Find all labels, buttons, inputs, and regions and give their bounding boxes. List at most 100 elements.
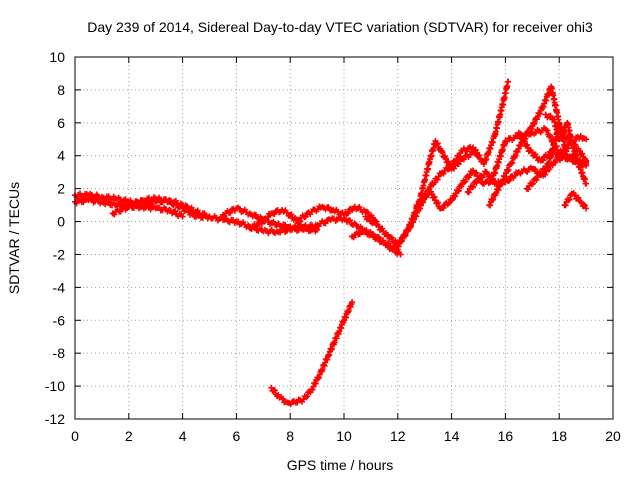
data-point <box>404 228 411 235</box>
data-point <box>440 170 447 177</box>
series-arc-3 <box>109 194 213 222</box>
y-tick-label: -6 <box>53 312 66 328</box>
data-point <box>397 251 404 258</box>
data-point <box>521 138 528 145</box>
data-point <box>395 243 402 250</box>
y-tick-label: -8 <box>53 345 66 361</box>
data-point <box>428 190 435 197</box>
data-point <box>379 225 386 232</box>
data-point <box>172 208 179 215</box>
data-point <box>364 209 371 216</box>
y-tick-label: 8 <box>57 82 65 98</box>
data-point <box>391 245 398 252</box>
data-point <box>460 156 467 163</box>
data-point <box>439 149 446 156</box>
x-tick-label: 18 <box>551 428 567 444</box>
data-point <box>402 231 409 238</box>
data-point <box>529 149 536 156</box>
x-tick-label: 20 <box>605 428 621 444</box>
series-arc-9 <box>394 137 482 250</box>
data-point <box>388 234 395 241</box>
data-point <box>325 204 332 211</box>
data-point <box>283 209 290 216</box>
data-point <box>431 179 438 186</box>
data-point <box>438 148 445 155</box>
y-tick-label: -10 <box>45 378 65 394</box>
data-point <box>532 151 539 158</box>
data-point <box>254 222 261 229</box>
data-point <box>375 223 382 230</box>
data-point <box>473 169 480 176</box>
y-tick-label: -2 <box>53 246 66 262</box>
data-point <box>235 218 242 225</box>
data-point <box>465 189 472 196</box>
data-point <box>398 238 405 245</box>
data-point <box>475 152 482 159</box>
data-point <box>236 205 243 212</box>
y-tick-label: 4 <box>57 148 65 164</box>
data-point <box>566 196 573 203</box>
data-point <box>467 151 474 158</box>
data-point <box>534 174 541 181</box>
x-tick-label: 6 <box>233 428 241 444</box>
data-point <box>279 395 286 402</box>
data-point <box>461 179 468 186</box>
x-tick-label: 0 <box>71 428 79 444</box>
x-axis-label: GPS time / hours <box>287 457 394 473</box>
data-point <box>309 386 316 393</box>
data-point <box>583 136 590 143</box>
data-point <box>544 127 551 134</box>
data-point <box>450 165 457 172</box>
data-point <box>571 192 578 199</box>
data-point <box>505 78 512 85</box>
x-tick-label: 14 <box>444 428 460 444</box>
data-point <box>452 193 459 200</box>
data-point <box>579 150 586 157</box>
data-point <box>435 199 442 206</box>
x-tick-label: 4 <box>179 428 187 444</box>
data-point <box>532 166 539 173</box>
series-arc-12 <box>486 83 590 209</box>
data-point <box>302 213 309 220</box>
data-point <box>314 226 321 233</box>
data-point <box>271 387 278 394</box>
data-point <box>356 231 363 238</box>
data-point <box>525 186 532 193</box>
data-point <box>312 380 319 387</box>
data-point <box>294 399 301 406</box>
data-point <box>424 192 431 199</box>
data-point <box>431 193 438 200</box>
y-tick-label: -4 <box>53 279 66 295</box>
data-point <box>547 133 554 140</box>
data-point <box>322 220 329 227</box>
data-point <box>525 130 532 137</box>
data-point <box>414 202 421 209</box>
series-arc-7 <box>349 227 404 258</box>
data-point <box>366 215 373 222</box>
data-point <box>252 211 259 218</box>
data-point <box>105 199 112 206</box>
data-point <box>575 194 582 201</box>
data-points <box>72 78 590 408</box>
data-point <box>504 138 511 145</box>
data-point <box>524 141 531 148</box>
chart-title: Day 239 of 2014, Sidereal Day-to-day VTE… <box>87 19 593 35</box>
data-point <box>136 200 143 207</box>
data-point <box>440 204 447 211</box>
x-tick-label: 2 <box>125 428 133 444</box>
data-point <box>518 132 525 139</box>
data-point <box>445 158 452 165</box>
data-point <box>547 112 554 119</box>
data-point <box>455 160 462 167</box>
y-tick-label: 10 <box>49 49 65 65</box>
data-point <box>529 180 536 187</box>
data-point <box>346 217 353 224</box>
data-point <box>580 201 587 208</box>
data-point <box>227 209 234 216</box>
data-point <box>419 197 426 204</box>
data-point <box>487 173 494 180</box>
data-point <box>583 159 590 166</box>
data-point <box>271 211 278 218</box>
